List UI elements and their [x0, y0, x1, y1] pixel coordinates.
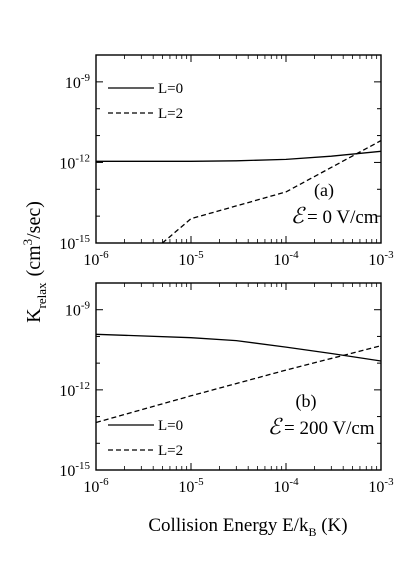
tick-exponent: -12 [75, 152, 90, 164]
tick-base: 10 [83, 479, 99, 496]
tick-base: 10 [65, 303, 81, 320]
x-axis-label: Collision Energy E/kB (K) [148, 515, 347, 539]
field-value: = 0 V/cm [307, 207, 379, 228]
series-line-l-0 [96, 150, 381, 162]
tick-base: 10 [59, 383, 75, 400]
field-symbol: ℰ [268, 414, 284, 439]
tick-exponent: -5 [194, 249, 204, 261]
tick-exponent: -3 [384, 476, 394, 488]
panel-b: 10-6 10-5 10-4 10-310-910-1210-15L=0L=2(b)ℰ… [59, 282, 394, 496]
tick-base: 10 [273, 252, 289, 269]
tick-base: 10 [59, 155, 75, 172]
x-tick-label: 10-5 [178, 249, 204, 269]
tick-exponent: -15 [75, 233, 90, 245]
y-tick-label: 10-15 [59, 233, 90, 253]
series-line-l-2 [96, 345, 381, 424]
y-label-base: K [23, 308, 45, 323]
x-label-unit: (K) [316, 515, 347, 536]
series-line-l-0 [96, 333, 381, 362]
tick-exponent: -3 [384, 249, 394, 261]
x-label-sub: B [308, 525, 316, 539]
legend-label: L=0 [158, 81, 183, 97]
y-label-unit: (cm [23, 245, 45, 277]
tick-exponent: -4 [289, 249, 299, 261]
x-tick-label: 10-5 [178, 476, 204, 496]
tick-base: 10 [65, 75, 81, 92]
plot-frame [95, 282, 382, 471]
tick-exponent: -6 [99, 249, 109, 261]
panel-a: 10-6 10-5 10-4 10-310-910-1210-15L=0L=2(a)ℰ… [59, 54, 394, 269]
tick-base: 10 [178, 252, 194, 269]
field-value: = 200 V/cm [284, 418, 375, 439]
tick-exponent: -9 [81, 300, 91, 312]
x-tick-label: 10-4 [273, 249, 299, 269]
legend-label: L=0 [158, 418, 183, 434]
y-tick-label: 10-12 [59, 152, 90, 172]
x-tick-label: 10-4 [273, 476, 299, 496]
tick-base: 10 [178, 479, 194, 496]
tick-base: 10 [368, 479, 384, 496]
x-label-text: Collision Energy E/k [148, 515, 309, 536]
y-tick-label: 10-12 [59, 380, 90, 400]
tick-exponent: -5 [194, 476, 204, 488]
x-tick-label: 10-6 [83, 476, 109, 496]
tick-base: 10 [368, 252, 384, 269]
panel-label: (b) [296, 391, 317, 412]
tick-exponent: -12 [75, 380, 90, 392]
series-line-l-2 [161, 140, 381, 243]
tick-base: 10 [59, 463, 75, 480]
x-tick-label: 10-3 [368, 249, 394, 269]
field-symbol: ℰ [291, 203, 307, 228]
x-tick-label: 10-6 [83, 249, 109, 269]
plot-frame [95, 54, 382, 244]
tick-base: 10 [83, 252, 99, 269]
y-tick-label: 10-9 [65, 72, 91, 92]
tick-base: 10 [59, 236, 75, 253]
panel-label: (a) [314, 180, 334, 201]
y-label-unit-post: /sec) [23, 201, 45, 239]
y-label-sub: relax [34, 282, 49, 308]
tick-exponent: -9 [81, 72, 91, 84]
y-tick-label: 10-9 [65, 300, 91, 320]
tick-exponent: -6 [99, 476, 109, 488]
tick-exponent: -15 [75, 460, 90, 472]
y-axis-label: Krelax (cm3/sec) [20, 201, 49, 323]
legend-label: L=2 [158, 443, 183, 459]
tick-exponent: -4 [289, 476, 299, 488]
x-tick-label: 10-3 [368, 476, 394, 496]
legend-label: L=2 [158, 106, 183, 122]
y-tick-label: 10-15 [59, 460, 90, 480]
tick-base: 10 [273, 479, 289, 496]
y-label-sup: 3 [20, 239, 35, 246]
